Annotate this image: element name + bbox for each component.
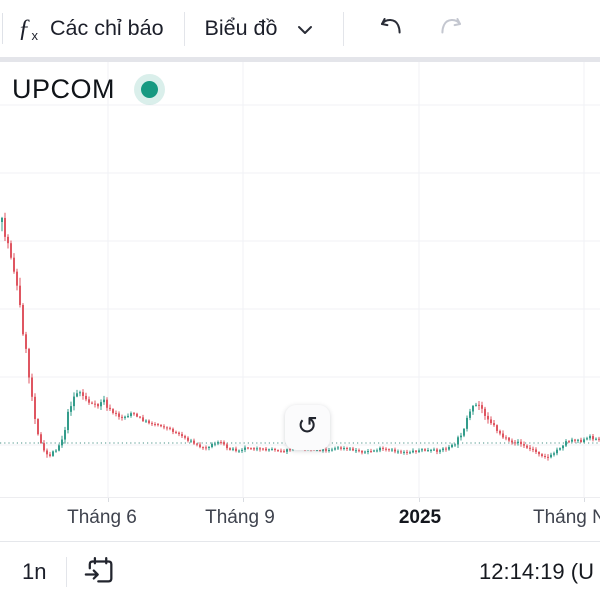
axis-tick-mark	[419, 498, 420, 502]
calendar-goto-icon	[83, 554, 117, 589]
toolbar-divider-band	[0, 57, 600, 62]
indicators-label: Các chỉ báo	[50, 16, 164, 40]
bottom-bar-separator	[66, 556, 68, 587]
fx-icon: ƒx	[18, 14, 38, 43]
symbol-name: UPCOM	[12, 74, 115, 104]
bottom-bar: 1n 12:14:19 (U	[0, 541, 600, 601]
top-toolbar: ƒx Các chỉ báo Biểu đồ	[0, 0, 600, 57]
axis-tick-label: 2025	[398, 507, 442, 528]
toolbar-separator	[183, 11, 185, 46]
undo-icon	[374, 18, 406, 43]
axis-tick-label: Tháng 9	[205, 507, 275, 528]
toolbar-separator	[343, 11, 345, 46]
reload-chart-button[interactable]: ↺	[285, 405, 330, 450]
go-to-date-button[interactable]	[77, 550, 123, 593]
market-status-dot-icon	[141, 81, 158, 98]
axis-tick-label: Tháng N	[533, 507, 600, 528]
undo-button[interactable]	[370, 10, 410, 47]
axis-tick-mark	[584, 498, 585, 502]
axis-tick-mark	[243, 498, 244, 502]
time-axis[interactable]: Tháng 6 Tháng 9 2025 Tháng N	[0, 497, 600, 541]
chart-area[interactable]: UPCOM ↺	[0, 62, 600, 497]
redo-button[interactable]	[432, 10, 472, 47]
indicators-button[interactable]: ƒx Các chỉ báo	[10, 10, 172, 48]
axis-tick-mark	[108, 498, 109, 502]
candlestick-chart[interactable]	[0, 62, 600, 497]
toolbar-edge-divider	[2, 13, 3, 44]
chart-type-button[interactable]: Biểu đồ	[197, 10, 322, 47]
interval-button[interactable]: 1n	[12, 553, 56, 591]
symbol-legend[interactable]: UPCOM	[12, 74, 158, 105]
redo-icon	[436, 18, 468, 43]
clock-label[interactable]: 12:14:19 (U	[479, 558, 594, 584]
chevron-down-icon	[297, 16, 313, 41]
axis-tick-label: Tháng 6	[67, 507, 137, 528]
chart-type-label: Biểu đồ	[204, 16, 278, 40]
reload-icon: ↺	[297, 411, 318, 440]
